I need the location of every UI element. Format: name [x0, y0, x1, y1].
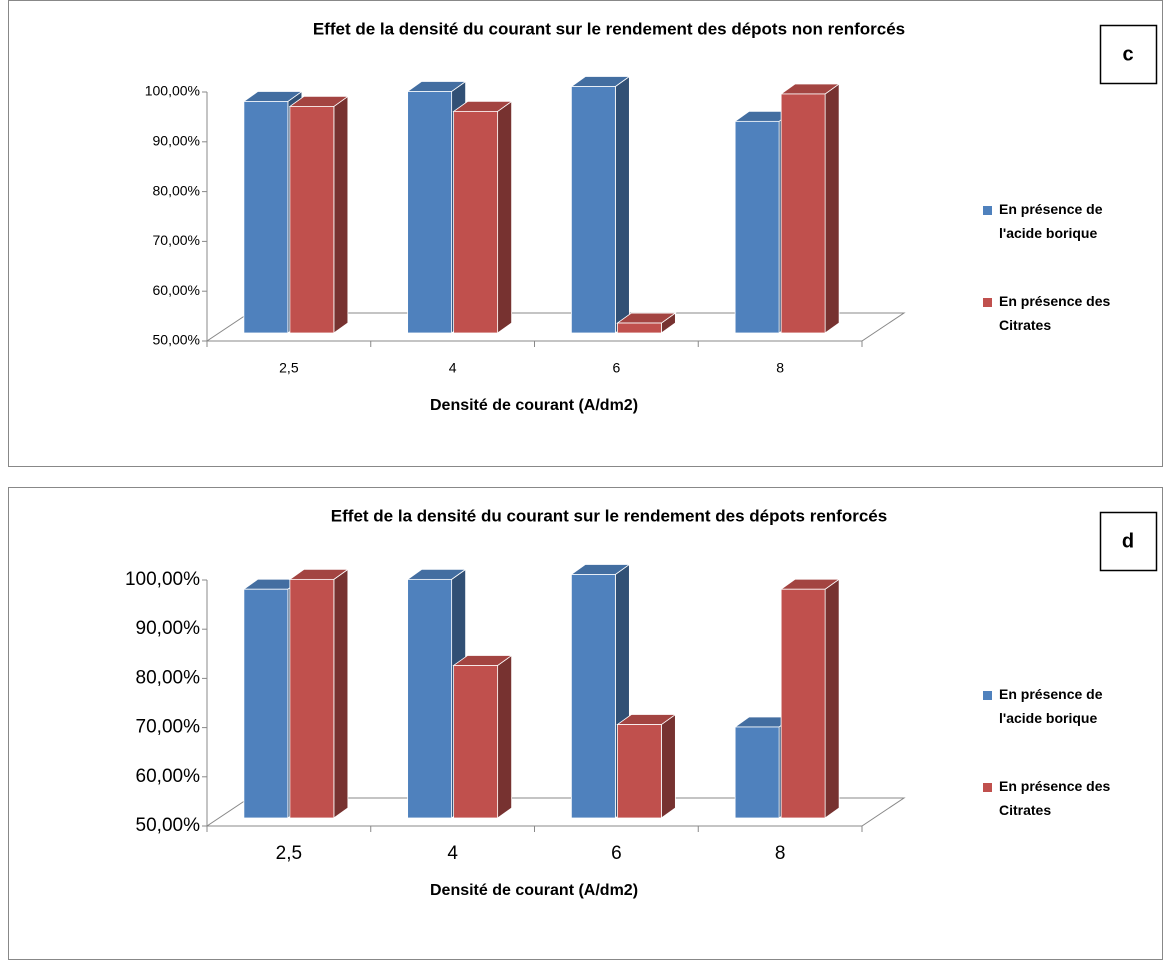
- annotation: d: [1122, 530, 1134, 552]
- chart: Effet de la densité du courant sur le re…: [8, 487, 1163, 960]
- y-tick-label: 100,00%: [145, 83, 200, 99]
- bar-front: [616, 322, 662, 334]
- bar-front: [734, 120, 780, 334]
- bar: [288, 568, 350, 819]
- legend-swatch: [983, 783, 992, 792]
- y-tick-label: 60,00%: [136, 766, 201, 787]
- y-tick-label: 90,00%: [136, 618, 201, 639]
- bar: [570, 75, 631, 334]
- legend-entry: En présence de l'acide borique: [999, 201, 1103, 241]
- bar-front: [780, 588, 826, 819]
- bar-side: [497, 654, 513, 819]
- bar-front: [407, 91, 453, 334]
- bar-front: [289, 578, 335, 819]
- y-tick-label: 60,00%: [153, 282, 200, 298]
- bar: [779, 578, 841, 819]
- legend-entry: En présence des Citrates: [999, 778, 1111, 818]
- y-tick-label: 50,00%: [136, 815, 201, 836]
- y-tick-label: 80,00%: [136, 667, 201, 688]
- legend-label: En présence de l'acide borique: [999, 686, 1103, 726]
- bar-front: [616, 724, 662, 819]
- x-tick-label: 4: [449, 360, 457, 376]
- bar-front: [289, 106, 335, 334]
- x-tick-label: 2,5: [279, 360, 299, 376]
- bar-side: [497, 100, 513, 334]
- x-axis-title: Densité de courant (A/dm2): [430, 397, 638, 414]
- bar-front: [570, 86, 616, 334]
- legend-swatch: [983, 206, 992, 215]
- bar-side: [660, 713, 676, 819]
- y-tick-label: 80,00%: [153, 182, 200, 198]
- y-tick-label: 90,00%: [153, 133, 200, 149]
- x-tick-label: 4: [447, 843, 458, 864]
- legend-entry: En présence des Citrates: [999, 293, 1111, 333]
- y-tick-label: 100,00%: [125, 569, 200, 590]
- chart-title: Effet de la densité du courant sur le re…: [331, 506, 887, 525]
- x-tick-label: 2,5: [276, 843, 302, 864]
- bar-front: [407, 578, 453, 819]
- bar-front: [243, 101, 289, 334]
- bar: [288, 95, 350, 334]
- bar: [779, 83, 841, 334]
- y-tick-label: 70,00%: [153, 232, 200, 248]
- bar-front: [780, 93, 826, 334]
- legend-entry: En présence de l'acide borique: [999, 686, 1103, 726]
- floor: [205, 797, 906, 827]
- x-tick-label: 6: [611, 843, 622, 864]
- bar: [616, 312, 677, 334]
- y-tick-label: 50,00%: [153, 332, 200, 348]
- bar-front: [453, 110, 499, 334]
- bar-front: [734, 726, 780, 819]
- bar-side: [333, 568, 349, 819]
- legend-label: En présence des Citrates: [999, 293, 1111, 333]
- chart: Effet de la densité du courant sur le re…: [8, 0, 1163, 467]
- annotation: c: [1122, 43, 1133, 65]
- bar-side: [824, 83, 840, 334]
- floor: [205, 312, 906, 342]
- bar-front: [570, 574, 616, 819]
- legend-swatch: [983, 691, 992, 700]
- bar-side: [333, 95, 349, 334]
- bar: [616, 713, 677, 819]
- x-axis-title: Densité de courant (A/dm2): [430, 882, 638, 899]
- annotation-box: [1099, 511, 1158, 572]
- x-tick-label: 8: [776, 360, 784, 376]
- bar: [452, 654, 513, 819]
- legend-label: En présence des Citrates: [999, 778, 1111, 818]
- legend-label: En présence de l'acide borique: [999, 201, 1103, 241]
- bar-front: [243, 588, 289, 819]
- x-tick-label: 6: [612, 360, 620, 376]
- bar-side: [614, 75, 630, 334]
- annotation-box: [1099, 24, 1158, 85]
- x-tick-label: 8: [775, 843, 786, 864]
- bar-front: [453, 665, 499, 819]
- legend-swatch: [983, 298, 992, 307]
- bar-side: [824, 578, 840, 819]
- y-tick-label: 70,00%: [136, 717, 201, 738]
- chart-title: Effet de la densité du courant sur le re…: [313, 19, 905, 38]
- bar: [452, 100, 513, 334]
